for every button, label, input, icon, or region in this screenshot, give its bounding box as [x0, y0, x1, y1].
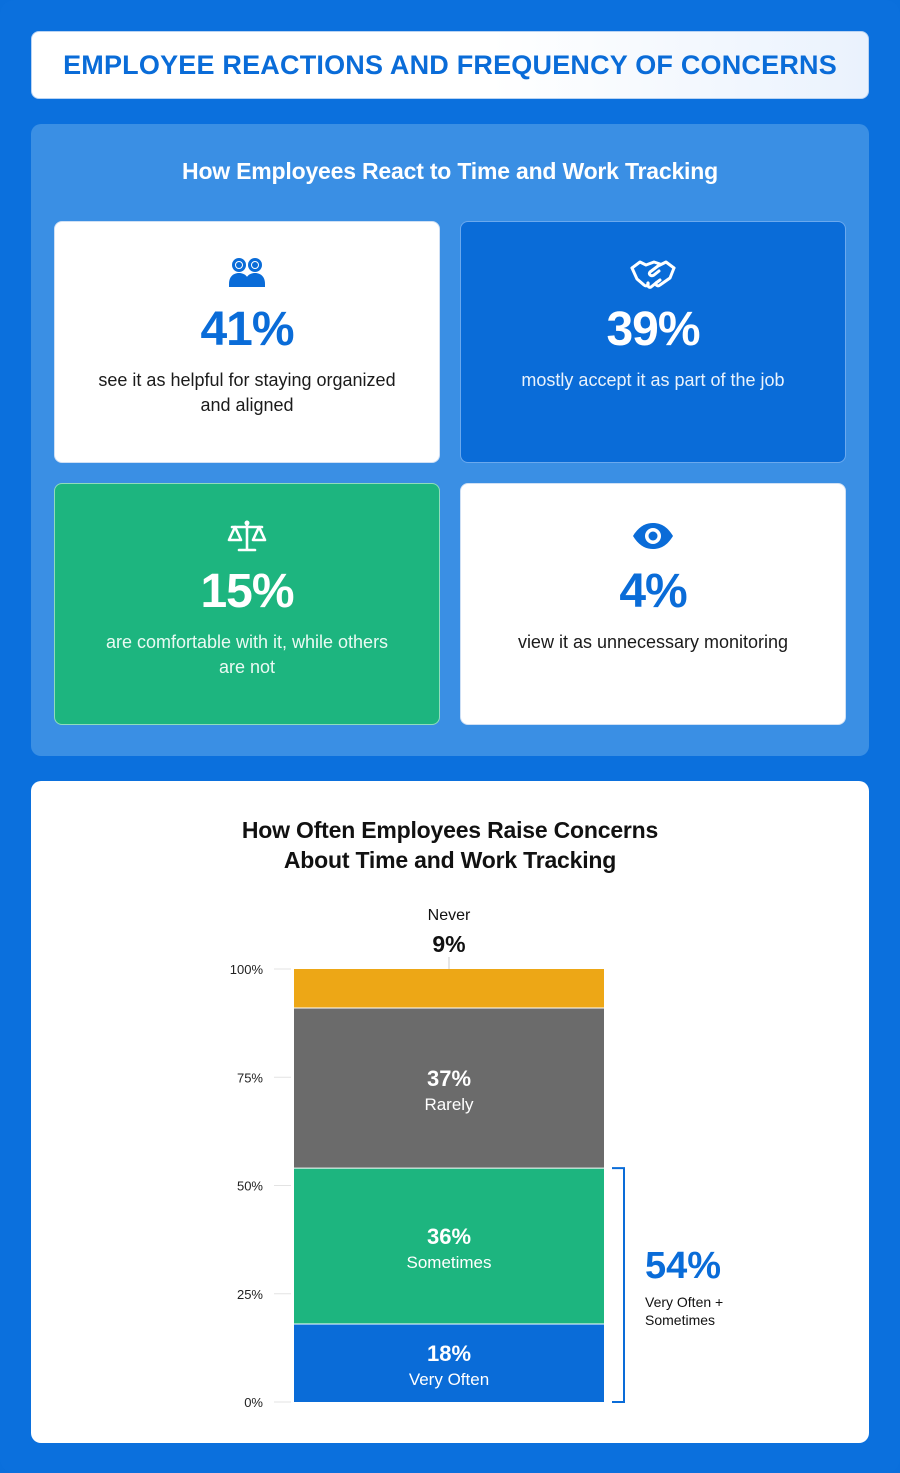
data-label-category: Very Often	[409, 1370, 489, 1389]
reaction-text: mostly accept it as part of the job	[521, 370, 785, 390]
reaction-text: view it as unnecessary monitoring	[517, 632, 789, 652]
reaction-value: 41%	[200, 303, 294, 356]
reaction-card-helpful: 41% see it as helpful for staying organi…	[54, 221, 440, 463]
reaction-value: 39%	[606, 303, 700, 356]
data-label-category: Never	[428, 907, 471, 924]
concerns-stacked-bar-chart: 0% 25% 50% 75% 100% 18% Very Often 36% Sometimes…	[230, 907, 723, 1410]
reaction-card-comfortable: 15% are comfortable with it, while other…	[54, 483, 440, 725]
concerns-heading-line2: About Time and Work Tracking	[283, 847, 617, 873]
data-label-category: Sometimes	[406, 1253, 491, 1272]
handshake-icon	[630, 254, 676, 294]
annotation-text-line1: Very Often +	[645, 1294, 723, 1310]
annotation-value: 54%	[645, 1245, 721, 1287]
y-tick-label: 100%	[230, 962, 264, 977]
reaction-value: 15%	[200, 565, 294, 618]
reactions-heading: How Employees React to Time and Work Tra…	[182, 158, 718, 184]
bar-segment-never	[294, 969, 604, 1008]
reaction-text: see it as helpful for staying organized …	[98, 370, 396, 415]
reaction-card-accept: 39% mostly accept it as part of the job	[460, 221, 846, 463]
reaction-text: are comfortable with it, while others ar…	[105, 632, 389, 677]
data-label-value: 9%	[432, 931, 465, 957]
title-banner: EMPLOYEE REACTIONS AND FREQUENCY OF CONC…	[31, 31, 869, 99]
y-tick-label: 25%	[237, 1287, 263, 1302]
bar-segment-very-often	[294, 1324, 604, 1402]
data-label-value: 18%	[427, 1341, 471, 1366]
annotation-text-line2: Sometimes	[645, 1312, 715, 1328]
concerns-heading-line1: How Often Employees Raise Concerns	[241, 817, 659, 843]
concerns-heading: How Often Employees Raise Concerns About…	[31, 815, 869, 875]
concerns-panel: How Often Employees Raise Concerns About…	[31, 781, 869, 1443]
reactions-panel: How Employees React to Time and Work Tra…	[31, 124, 869, 756]
y-tick-label: 0%	[244, 1395, 263, 1410]
page-title: EMPLOYEE REACTIONS AND FREQUENCY OF CONC…	[63, 49, 837, 80]
y-tick-label: 50%	[237, 1179, 263, 1194]
reaction-value: 4%	[619, 565, 687, 618]
data-label-category: Rarely	[424, 1095, 474, 1114]
y-tick-label: 75%	[237, 1070, 263, 1085]
bar-segment-sometimes	[294, 1168, 604, 1325]
data-label-value: 37%	[427, 1066, 471, 1091]
people-icon	[228, 254, 266, 294]
reaction-card-monitoring: 4% view it as unnecessary monitoring	[460, 483, 846, 725]
data-label-value: 36%	[427, 1224, 471, 1249]
eye-icon	[631, 516, 675, 556]
scales-icon	[227, 516, 267, 556]
bar-segment-rarely	[294, 1007, 604, 1169]
annotation-bracket	[612, 1167, 625, 1403]
